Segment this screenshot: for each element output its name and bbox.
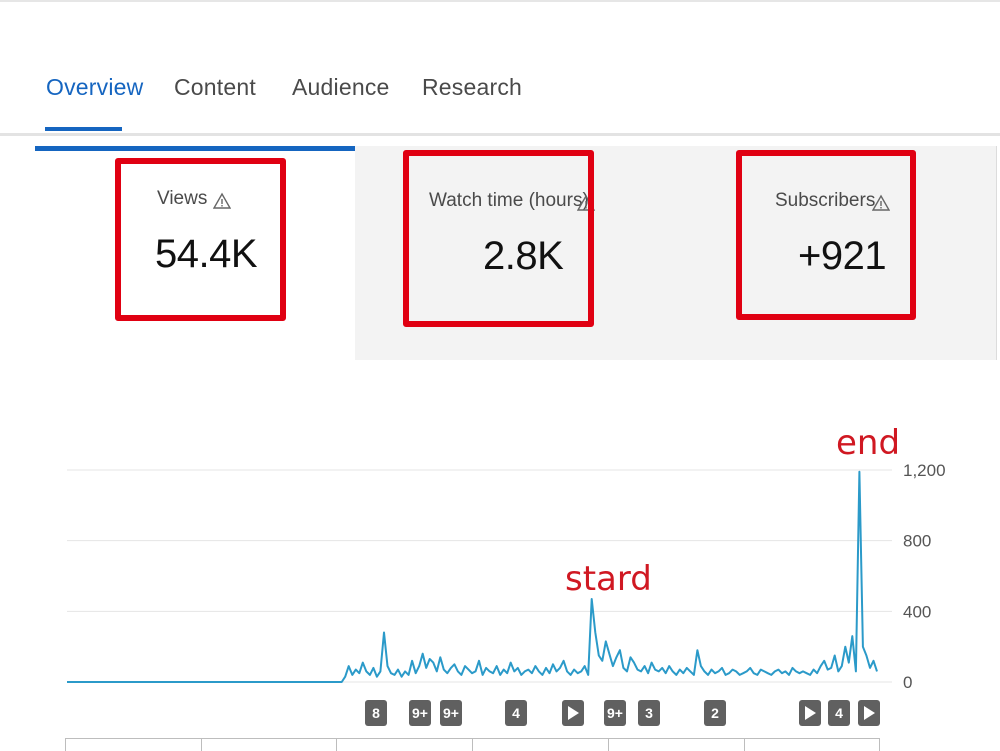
views-line-chart: 1,200 800 400 0 stard end [67, 423, 946, 692]
play-icon [863, 706, 875, 720]
play-icon [567, 706, 579, 720]
active-tab-indicator [45, 127, 122, 131]
event-count-marker[interactable]: 4 [828, 700, 850, 726]
subscribers-card[interactable]: Subscribers +921 [674, 146, 997, 360]
tab-audience[interactable]: Audience [292, 74, 390, 100]
watch-time-label: Watch time (hours) [429, 190, 589, 211]
tabs-divider [0, 133, 1000, 136]
event-count-marker[interactable]: 9+ [604, 700, 626, 726]
views-label: Views [157, 188, 208, 209]
watch-time-value: 2.8K [483, 234, 564, 278]
top-border [0, 0, 1000, 2]
x-axis-ticks [65, 738, 880, 751]
event-count-marker[interactable]: 9+ [440, 700, 462, 726]
tab-bar: Overview Content Audience Research [0, 60, 1000, 134]
event-count-marker[interactable]: 9+ [409, 700, 431, 726]
play-marker-icon[interactable] [562, 700, 584, 726]
annotation-end: end [836, 423, 900, 463]
highlight-box-views [115, 158, 286, 321]
tab-overview[interactable]: Overview [46, 74, 144, 100]
y-tick-label: 400 [903, 602, 931, 621]
play-marker-icon[interactable] [858, 700, 880, 726]
subscribers-label: Subscribers [775, 190, 876, 211]
chart-area [0, 360, 1000, 750]
event-count-marker[interactable]: 4 [505, 700, 527, 726]
event-count-marker[interactable]: 2 [704, 700, 726, 726]
warning-icon[interactable] [872, 194, 890, 212]
selected-card-indicator [35, 146, 355, 151]
views-value: 54.4K [155, 232, 258, 276]
warning-icon[interactable] [213, 192, 231, 210]
subscribers-value: +921 [798, 234, 887, 278]
highlight-box-watch-time [403, 150, 594, 327]
tab-research[interactable]: Research [422, 74, 523, 100]
y-tick-label: 1,200 [903, 461, 946, 480]
annotation-start: stard [565, 559, 652, 599]
y-tick-label: 800 [903, 532, 931, 551]
event-count-marker[interactable]: 8 [365, 700, 387, 726]
views-card[interactable]: Views 54.4K [35, 146, 356, 360]
event-count-marker[interactable]: 3 [638, 700, 660, 726]
play-marker-icon[interactable] [799, 700, 821, 726]
tab-content[interactable]: Content [174, 74, 256, 100]
y-tick-label: 0 [903, 673, 912, 692]
highlight-box-subscribers [736, 150, 916, 320]
play-icon [804, 706, 816, 720]
series-line [67, 470, 878, 683]
